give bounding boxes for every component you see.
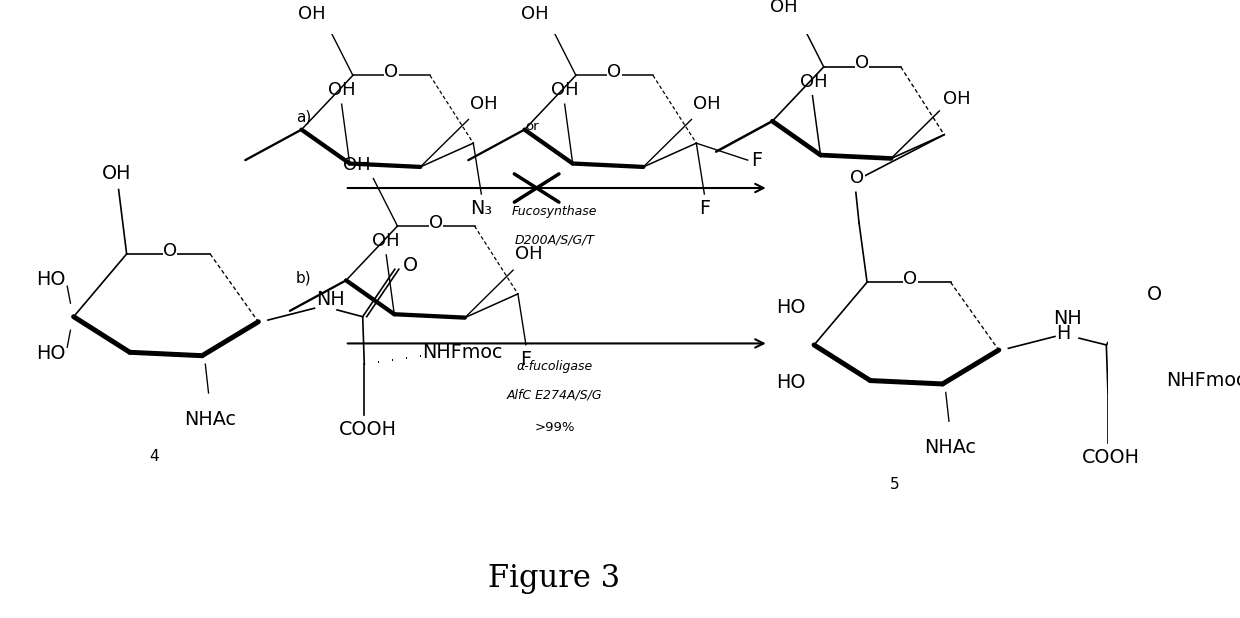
Text: O: O bbox=[1147, 284, 1162, 303]
Text: OH: OH bbox=[470, 95, 497, 112]
Text: OH: OH bbox=[298, 5, 326, 23]
Text: F: F bbox=[699, 199, 709, 218]
Text: NHAc: NHAc bbox=[925, 438, 977, 457]
Text: O: O bbox=[403, 256, 418, 276]
Text: D200A/S/G/T: D200A/S/G/T bbox=[515, 233, 594, 246]
Text: NH: NH bbox=[316, 290, 345, 309]
Text: NHAc: NHAc bbox=[184, 410, 236, 429]
Text: α-fucoligase: α-fucoligase bbox=[516, 360, 593, 373]
Text: F: F bbox=[521, 350, 532, 369]
Text: OH: OH bbox=[551, 81, 579, 99]
Text: O: O bbox=[904, 270, 918, 288]
Text: 5: 5 bbox=[889, 477, 899, 492]
Text: b): b) bbox=[296, 270, 311, 285]
Text: NHFmoc: NHFmoc bbox=[422, 343, 502, 362]
Text: OH: OH bbox=[515, 245, 542, 263]
Text: O: O bbox=[384, 63, 398, 81]
Text: OH: OH bbox=[342, 156, 371, 174]
Text: OH: OH bbox=[770, 0, 799, 16]
Text: HO: HO bbox=[36, 270, 66, 289]
Text: O: O bbox=[162, 242, 177, 260]
Text: COOH: COOH bbox=[1083, 449, 1140, 467]
Text: HO: HO bbox=[776, 298, 806, 317]
Text: OH: OH bbox=[102, 164, 131, 183]
Text: AlfC E274A/S/G: AlfC E274A/S/G bbox=[507, 389, 603, 402]
Text: O: O bbox=[851, 169, 864, 187]
Text: OH: OH bbox=[521, 5, 548, 23]
Text: O: O bbox=[856, 54, 869, 72]
Text: a): a) bbox=[296, 110, 311, 125]
Text: COOH: COOH bbox=[339, 420, 397, 439]
Text: O: O bbox=[608, 63, 621, 81]
Text: H: H bbox=[1056, 324, 1071, 342]
Text: F: F bbox=[751, 151, 761, 169]
Text: >99%: >99% bbox=[534, 421, 574, 434]
Text: 4: 4 bbox=[149, 449, 159, 464]
Text: Fucosynthase: Fucosynthase bbox=[512, 205, 598, 218]
Text: O: O bbox=[429, 214, 443, 232]
Text: OH: OH bbox=[372, 232, 401, 250]
Text: OH: OH bbox=[327, 81, 356, 99]
Text: HO: HO bbox=[36, 344, 66, 363]
Text: NH: NH bbox=[1053, 309, 1083, 328]
Text: Figure 3: Figure 3 bbox=[489, 564, 620, 595]
Text: OH: OH bbox=[942, 90, 970, 108]
Text: NHFmoc: NHFmoc bbox=[1166, 371, 1240, 390]
Text: or: or bbox=[526, 121, 539, 133]
Text: HO: HO bbox=[776, 373, 806, 392]
Text: OH: OH bbox=[800, 73, 828, 91]
Text: OH: OH bbox=[693, 95, 720, 112]
Text: N₃: N₃ bbox=[470, 199, 492, 218]
